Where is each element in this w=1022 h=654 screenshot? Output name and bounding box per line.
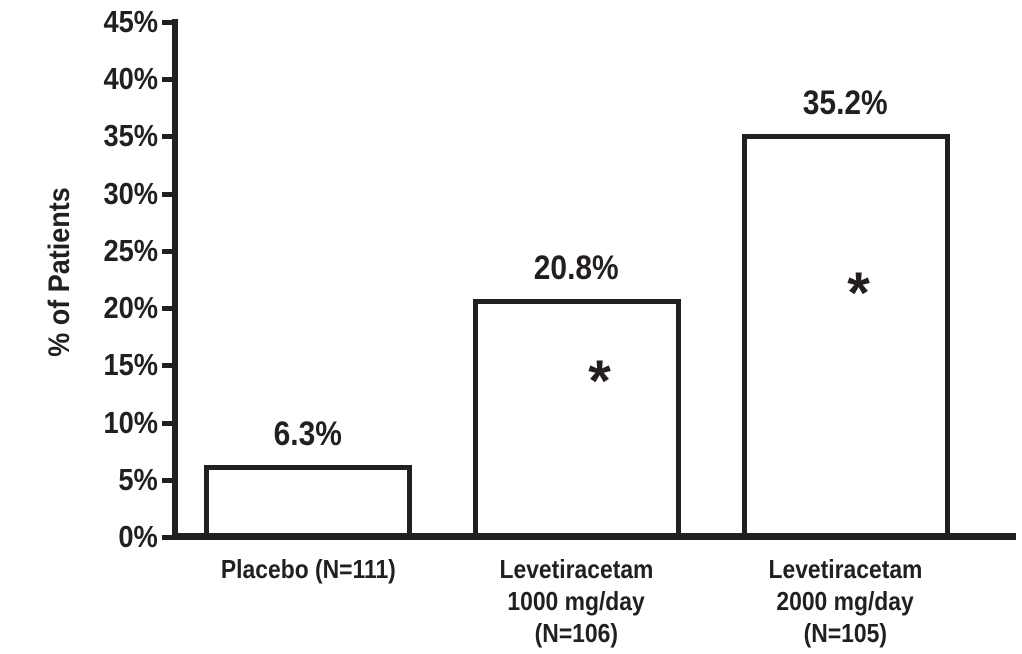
y-tick-label-text: 40% (103, 61, 158, 96)
y-tick-label: 45% (20, 6, 158, 38)
y-tick-label: 15% (20, 349, 158, 381)
y-tick-label-text: 20% (103, 290, 158, 325)
bar-3 (741, 134, 950, 540)
x-category-label-text: 1000 mg/day (507, 586, 646, 616)
y-tick-label-text: 35% (103, 118, 158, 153)
x-category-label-text: Levetiracetam (768, 554, 923, 584)
x-category-label-line: (N=105) (696, 617, 996, 649)
x-category-label-line: 2000 mg/day (696, 585, 996, 617)
y-tick-label-text: 30% (103, 176, 158, 211)
x-category-label-text: Levetiracetam (499, 554, 654, 584)
y-tick-label: 40% (20, 63, 158, 95)
bar-value-text: 6.3% (273, 415, 343, 453)
bar-value-label-3: 35.2% (736, 86, 956, 120)
bar-value-text: 35.2% (803, 84, 888, 122)
y-tick-mark (162, 192, 172, 197)
y-tick-mark (162, 77, 172, 82)
x-category-label-line: Levetiracetam (427, 553, 727, 585)
y-tick-label: 0% (20, 521, 158, 553)
x-category-label-text: (N=106) (534, 618, 619, 648)
significance-asterisk-3: * (847, 261, 870, 326)
y-tick-mark (162, 20, 172, 25)
y-tick-mark (162, 363, 172, 368)
x-category-label-line: 1000 mg/day (427, 585, 727, 617)
y-tick-label-text: 15% (103, 347, 158, 382)
bar-value-label-2: 20.8% (467, 251, 687, 285)
y-tick-mark (162, 535, 172, 540)
x-category-label-text: 2000 mg/day (776, 586, 915, 616)
x-category-label-text: (N=105) (803, 618, 888, 648)
x-axis-line (172, 533, 1016, 540)
y-tick-label: 10% (20, 407, 158, 439)
bar-1 (204, 465, 412, 540)
significance-asterisk-2: * (588, 349, 611, 414)
y-tick-label: 25% (20, 235, 158, 267)
bar-2 (472, 299, 681, 540)
x-category-label-2: Levetiracetam 1000 mg/day (N=106) (427, 553, 727, 649)
y-tick-label: 35% (20, 120, 158, 152)
x-category-label-line: Levetiracetam (696, 553, 996, 585)
y-tick-label-text: 25% (103, 233, 158, 268)
y-tick-label-text: 0% (118, 519, 158, 554)
y-tick-mark (162, 249, 172, 254)
bar-value-label-1: 6.3% (198, 417, 418, 451)
y-tick-mark (162, 421, 172, 426)
x-category-label-line: (N=106) (427, 617, 727, 649)
y-tick-mark (162, 478, 172, 483)
y-tick-label: 5% (20, 464, 158, 496)
y-tick-mark (162, 134, 172, 139)
y-tick-label: 30% (20, 178, 158, 210)
x-category-label-3: Levetiracetam 2000 mg/day (N=105) (696, 553, 996, 649)
y-tick-label-text: 45% (103, 4, 158, 39)
x-category-label-1: Placebo (N=111) (158, 553, 458, 585)
y-tick-mark (162, 306, 172, 311)
y-tick-label: 20% (20, 292, 158, 324)
x-category-label-text: Placebo (N=111) (220, 554, 396, 584)
y-axis-line (172, 19, 178, 540)
bar-value-text: 20.8% (534, 249, 619, 287)
y-tick-label-text: 5% (118, 462, 158, 497)
y-tick-label-text: 10% (103, 405, 158, 440)
x-category-label-line: Placebo (N=111) (158, 553, 458, 585)
